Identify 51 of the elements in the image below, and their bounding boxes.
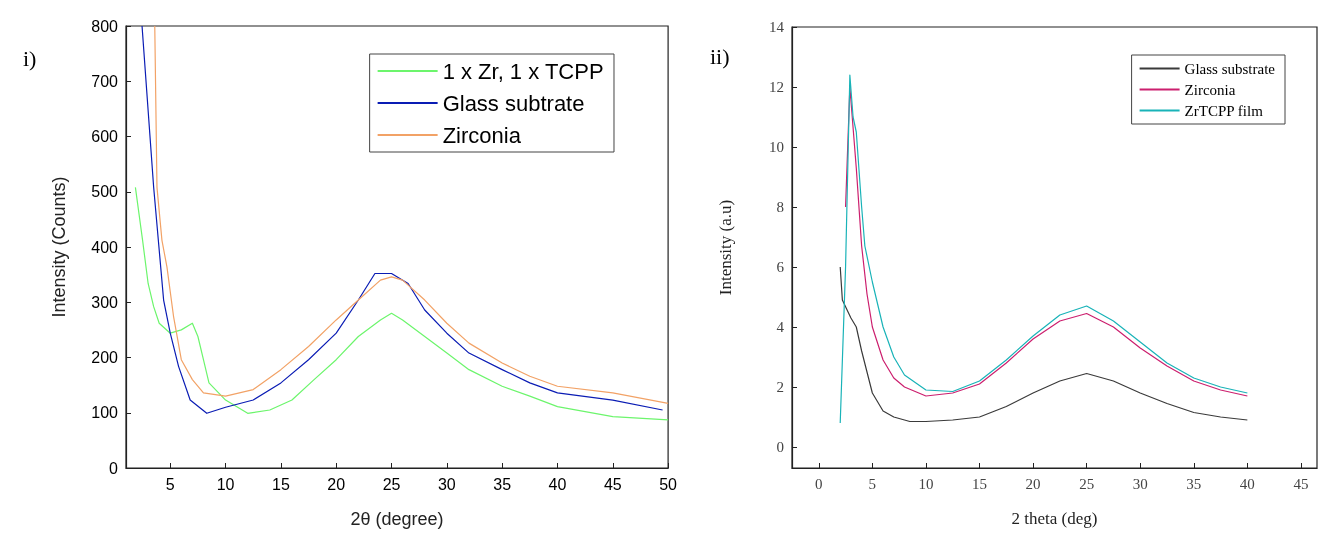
text: i): [23, 45, 37, 71]
y-tick-label: 8: [776, 199, 784, 215]
x-tick-label: 30: [1132, 475, 1148, 492]
x-tick-label: 10: [918, 475, 934, 492]
y-tick-label: 700: [91, 72, 119, 90]
y-tick-label: 2: [776, 379, 784, 395]
y-tick-label: 300: [91, 293, 119, 311]
x-tick-label: 15: [972, 475, 987, 492]
x-tick-label: 25: [1079, 475, 1095, 492]
y-axis-title: Intensity (Counts): [49, 176, 69, 318]
y-tick-label: 600: [91, 128, 119, 145]
x-tick-label: 45: [603, 475, 622, 493]
x-axis-title: 2θ (degree): [350, 509, 444, 529]
x-tick-label: 45: [1293, 475, 1309, 492]
y-tick-label: 10: [769, 139, 784, 155]
legend-label: Zirconia: [1184, 81, 1236, 98]
x-tick-label: 40: [1239, 475, 1255, 492]
y-tick-label: 500: [91, 183, 119, 201]
line-series: [134, 186, 669, 421]
text: ii): [710, 43, 730, 69]
x-tick-label: 30: [437, 475, 456, 493]
x-tick-label: 0: [815, 475, 823, 492]
y-tick-label: 200: [91, 349, 119, 366]
x-tick-label: 50: [659, 475, 678, 493]
x-tick-label: 5: [868, 475, 877, 492]
y-axis-title: Intensity (a.u): [716, 199, 735, 296]
y-tick-label: 0: [776, 439, 784, 455]
x-tick-label: 10: [216, 475, 235, 493]
legend-label: 1 x Zr, 1 x TCPP: [442, 58, 604, 84]
y-tick-label: 6: [776, 259, 785, 275]
y-tick-label: 400: [91, 238, 119, 256]
y-tick-label: 14: [769, 19, 785, 35]
legend-label: ZrTCPP film: [1184, 102, 1264, 119]
legend-label: Glass subtrate: [442, 90, 585, 116]
x-tick-label: 35: [1186, 475, 1202, 492]
x-tick-label: 15: [271, 475, 290, 493]
y-tick-label: 4: [776, 319, 785, 335]
x-tick-label: 20: [327, 475, 346, 493]
x-tick-label: 35: [493, 475, 512, 493]
legend-label: Zirconia: [442, 122, 522, 148]
x-tick-label: 5: [165, 475, 175, 493]
x-tick-label: 20: [1025, 475, 1041, 492]
x-tick-label: 40: [548, 475, 567, 493]
y-tick-label: 12: [769, 79, 784, 95]
y-tick-label: 800: [91, 17, 119, 35]
legend-label: Glass substrate: [1184, 60, 1276, 77]
line-series: [839, 266, 1248, 423]
x-axis-title: 2 theta (deg): [1011, 509, 1098, 528]
y-tick-label: 0: [109, 459, 119, 477]
y-tick-label: 100: [91, 404, 119, 422]
x-tick-label: 25: [382, 475, 401, 493]
